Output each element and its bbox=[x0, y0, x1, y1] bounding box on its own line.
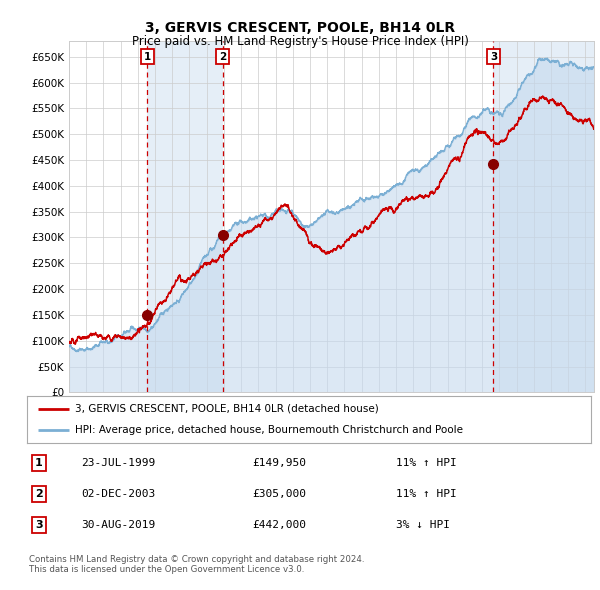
Text: 3% ↓ HPI: 3% ↓ HPI bbox=[396, 520, 450, 530]
Text: 23-JUL-1999: 23-JUL-1999 bbox=[81, 458, 155, 468]
Text: 3: 3 bbox=[35, 520, 43, 530]
Text: 1: 1 bbox=[144, 52, 151, 62]
Text: 2: 2 bbox=[219, 52, 226, 62]
Bar bbox=[148, 41, 223, 392]
Text: £305,000: £305,000 bbox=[252, 489, 306, 499]
Text: Price paid vs. HM Land Registry's House Price Index (HPI): Price paid vs. HM Land Registry's House … bbox=[131, 35, 469, 48]
Text: 30-AUG-2019: 30-AUG-2019 bbox=[81, 520, 155, 530]
Text: 2: 2 bbox=[35, 489, 43, 499]
Text: 3, GERVIS CRESCENT, POOLE, BH14 0LR (detached house): 3, GERVIS CRESCENT, POOLE, BH14 0LR (det… bbox=[75, 404, 379, 414]
Text: 1: 1 bbox=[35, 458, 43, 468]
Text: HPI: Average price, detached house, Bournemouth Christchurch and Poole: HPI: Average price, detached house, Bour… bbox=[75, 425, 463, 435]
Text: 11% ↑ HPI: 11% ↑ HPI bbox=[396, 458, 457, 468]
Text: 02-DEC-2003: 02-DEC-2003 bbox=[81, 489, 155, 499]
Text: £442,000: £442,000 bbox=[252, 520, 306, 530]
Text: 3: 3 bbox=[490, 52, 497, 62]
Text: Contains HM Land Registry data © Crown copyright and database right 2024.
This d: Contains HM Land Registry data © Crown c… bbox=[29, 555, 364, 574]
Text: 11% ↑ HPI: 11% ↑ HPI bbox=[396, 489, 457, 499]
Text: 3, GERVIS CRESCENT, POOLE, BH14 0LR: 3, GERVIS CRESCENT, POOLE, BH14 0LR bbox=[145, 21, 455, 35]
Bar bbox=[493, 41, 594, 392]
Text: £149,950: £149,950 bbox=[252, 458, 306, 468]
